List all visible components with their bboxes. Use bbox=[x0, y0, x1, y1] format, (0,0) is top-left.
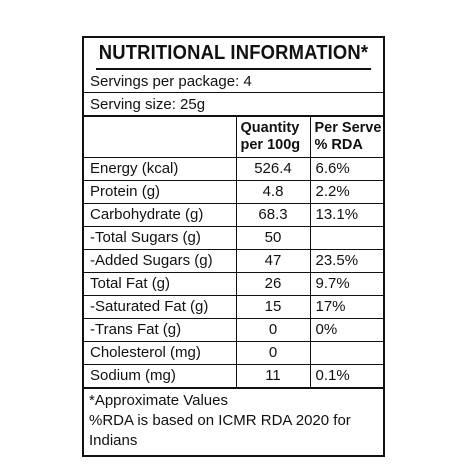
nutrient-rda: 0.1% bbox=[309, 364, 383, 388]
footer-rda-note: %RDA is based on ICMR RDA 2020 for India… bbox=[89, 412, 351, 449]
header-quantity: Quantity per 100g bbox=[235, 116, 311, 158]
nutrition-table: Quantity per 100g Per Serve % RDA Energy… bbox=[84, 116, 383, 388]
nutrient-name: -Trans Fat (g) bbox=[84, 318, 237, 342]
nutrient-name: Sodium (mg) bbox=[84, 364, 237, 388]
nutrient-name: -Saturated Fat (g) bbox=[84, 295, 237, 319]
nutrient-name: Protein (g) bbox=[84, 180, 237, 204]
table-row: Total Fat (g) 26 9.7% bbox=[84, 272, 383, 296]
nutrient-quantity: 0 bbox=[235, 341, 311, 365]
header-rda-line2: % RDA bbox=[314, 137, 363, 153]
table-row: -Saturated Fat (g) 15 17% bbox=[84, 295, 383, 319]
nutrient-quantity: 68.3 bbox=[235, 203, 311, 227]
nutrient-quantity: 11 bbox=[235, 364, 311, 388]
header-quantity-line2: per 100g bbox=[240, 137, 301, 153]
nutrient-quantity: 526.4 bbox=[235, 157, 311, 181]
nutrient-quantity: 50 bbox=[235, 226, 311, 250]
nutrient-name: Cholesterol (mg) bbox=[84, 341, 237, 365]
nutrient-rda: 9.7% bbox=[309, 272, 383, 296]
nutrient-quantity: 26 bbox=[235, 272, 311, 296]
nutrient-quantity: 47 bbox=[235, 249, 311, 273]
table-row: Energy (kcal) 526.4 6.6% bbox=[84, 157, 383, 181]
header-rda: Per Serve % RDA bbox=[309, 116, 383, 158]
label-title: NUTRITIONAL INFORMATION* bbox=[95, 38, 372, 70]
nutrient-rda: 2.2% bbox=[309, 180, 383, 204]
nutrition-label: NUTRITIONAL INFORMATION* Servings per pa… bbox=[82, 36, 385, 457]
serving-size: Serving size: 25g bbox=[84, 93, 383, 116]
table-row: -Added Sugars (g) 47 23.5% bbox=[84, 249, 383, 273]
nutrient-rda: 0% bbox=[309, 318, 383, 342]
header-quantity-line1: Quantity bbox=[240, 120, 300, 136]
table-row: Cholesterol (mg) 0 bbox=[84, 341, 383, 365]
nutrient-rda: 6.6% bbox=[309, 157, 383, 181]
nutrient-rda: 23.5% bbox=[309, 249, 383, 273]
table-row: Sodium (mg) 11 0.1% bbox=[84, 364, 383, 388]
nutrient-rda: 13.1% bbox=[309, 203, 383, 227]
nutrient-name: -Added Sugars (g) bbox=[84, 249, 237, 273]
nutrient-quantity: 0 bbox=[235, 318, 311, 342]
nutrient-name: -Total Sugars (g) bbox=[84, 226, 237, 250]
nutrient-rda bbox=[309, 341, 383, 365]
nutrient-name: Total Fat (g) bbox=[84, 272, 237, 296]
table-row: Carbohydrate (g) 68.3 13.1% bbox=[84, 203, 383, 227]
nutrient-rda: 17% bbox=[309, 295, 383, 319]
table-header-row: Quantity per 100g Per Serve % RDA bbox=[84, 116, 383, 158]
label-footer: *Approximate Values %RDA is based on ICM… bbox=[84, 388, 383, 455]
table-row: Protein (g) 4.8 2.2% bbox=[84, 180, 383, 204]
nutrient-rda bbox=[309, 226, 383, 250]
header-rda-line1: Per Serve bbox=[314, 120, 382, 136]
nutrient-name: Energy (kcal) bbox=[84, 157, 237, 181]
servings-per-package: Servings per package: 4 bbox=[84, 70, 383, 93]
nutrient-name: Carbohydrate (g) bbox=[84, 203, 237, 227]
footer-approximate-note: *Approximate Values bbox=[89, 392, 228, 409]
header-nutrient bbox=[84, 116, 237, 158]
table-row: -Trans Fat (g) 0 0% bbox=[84, 318, 383, 342]
table-row: -Total Sugars (g) 50 bbox=[84, 226, 383, 250]
nutrient-quantity: 15 bbox=[235, 295, 311, 319]
nutrient-quantity: 4.8 bbox=[235, 180, 311, 204]
